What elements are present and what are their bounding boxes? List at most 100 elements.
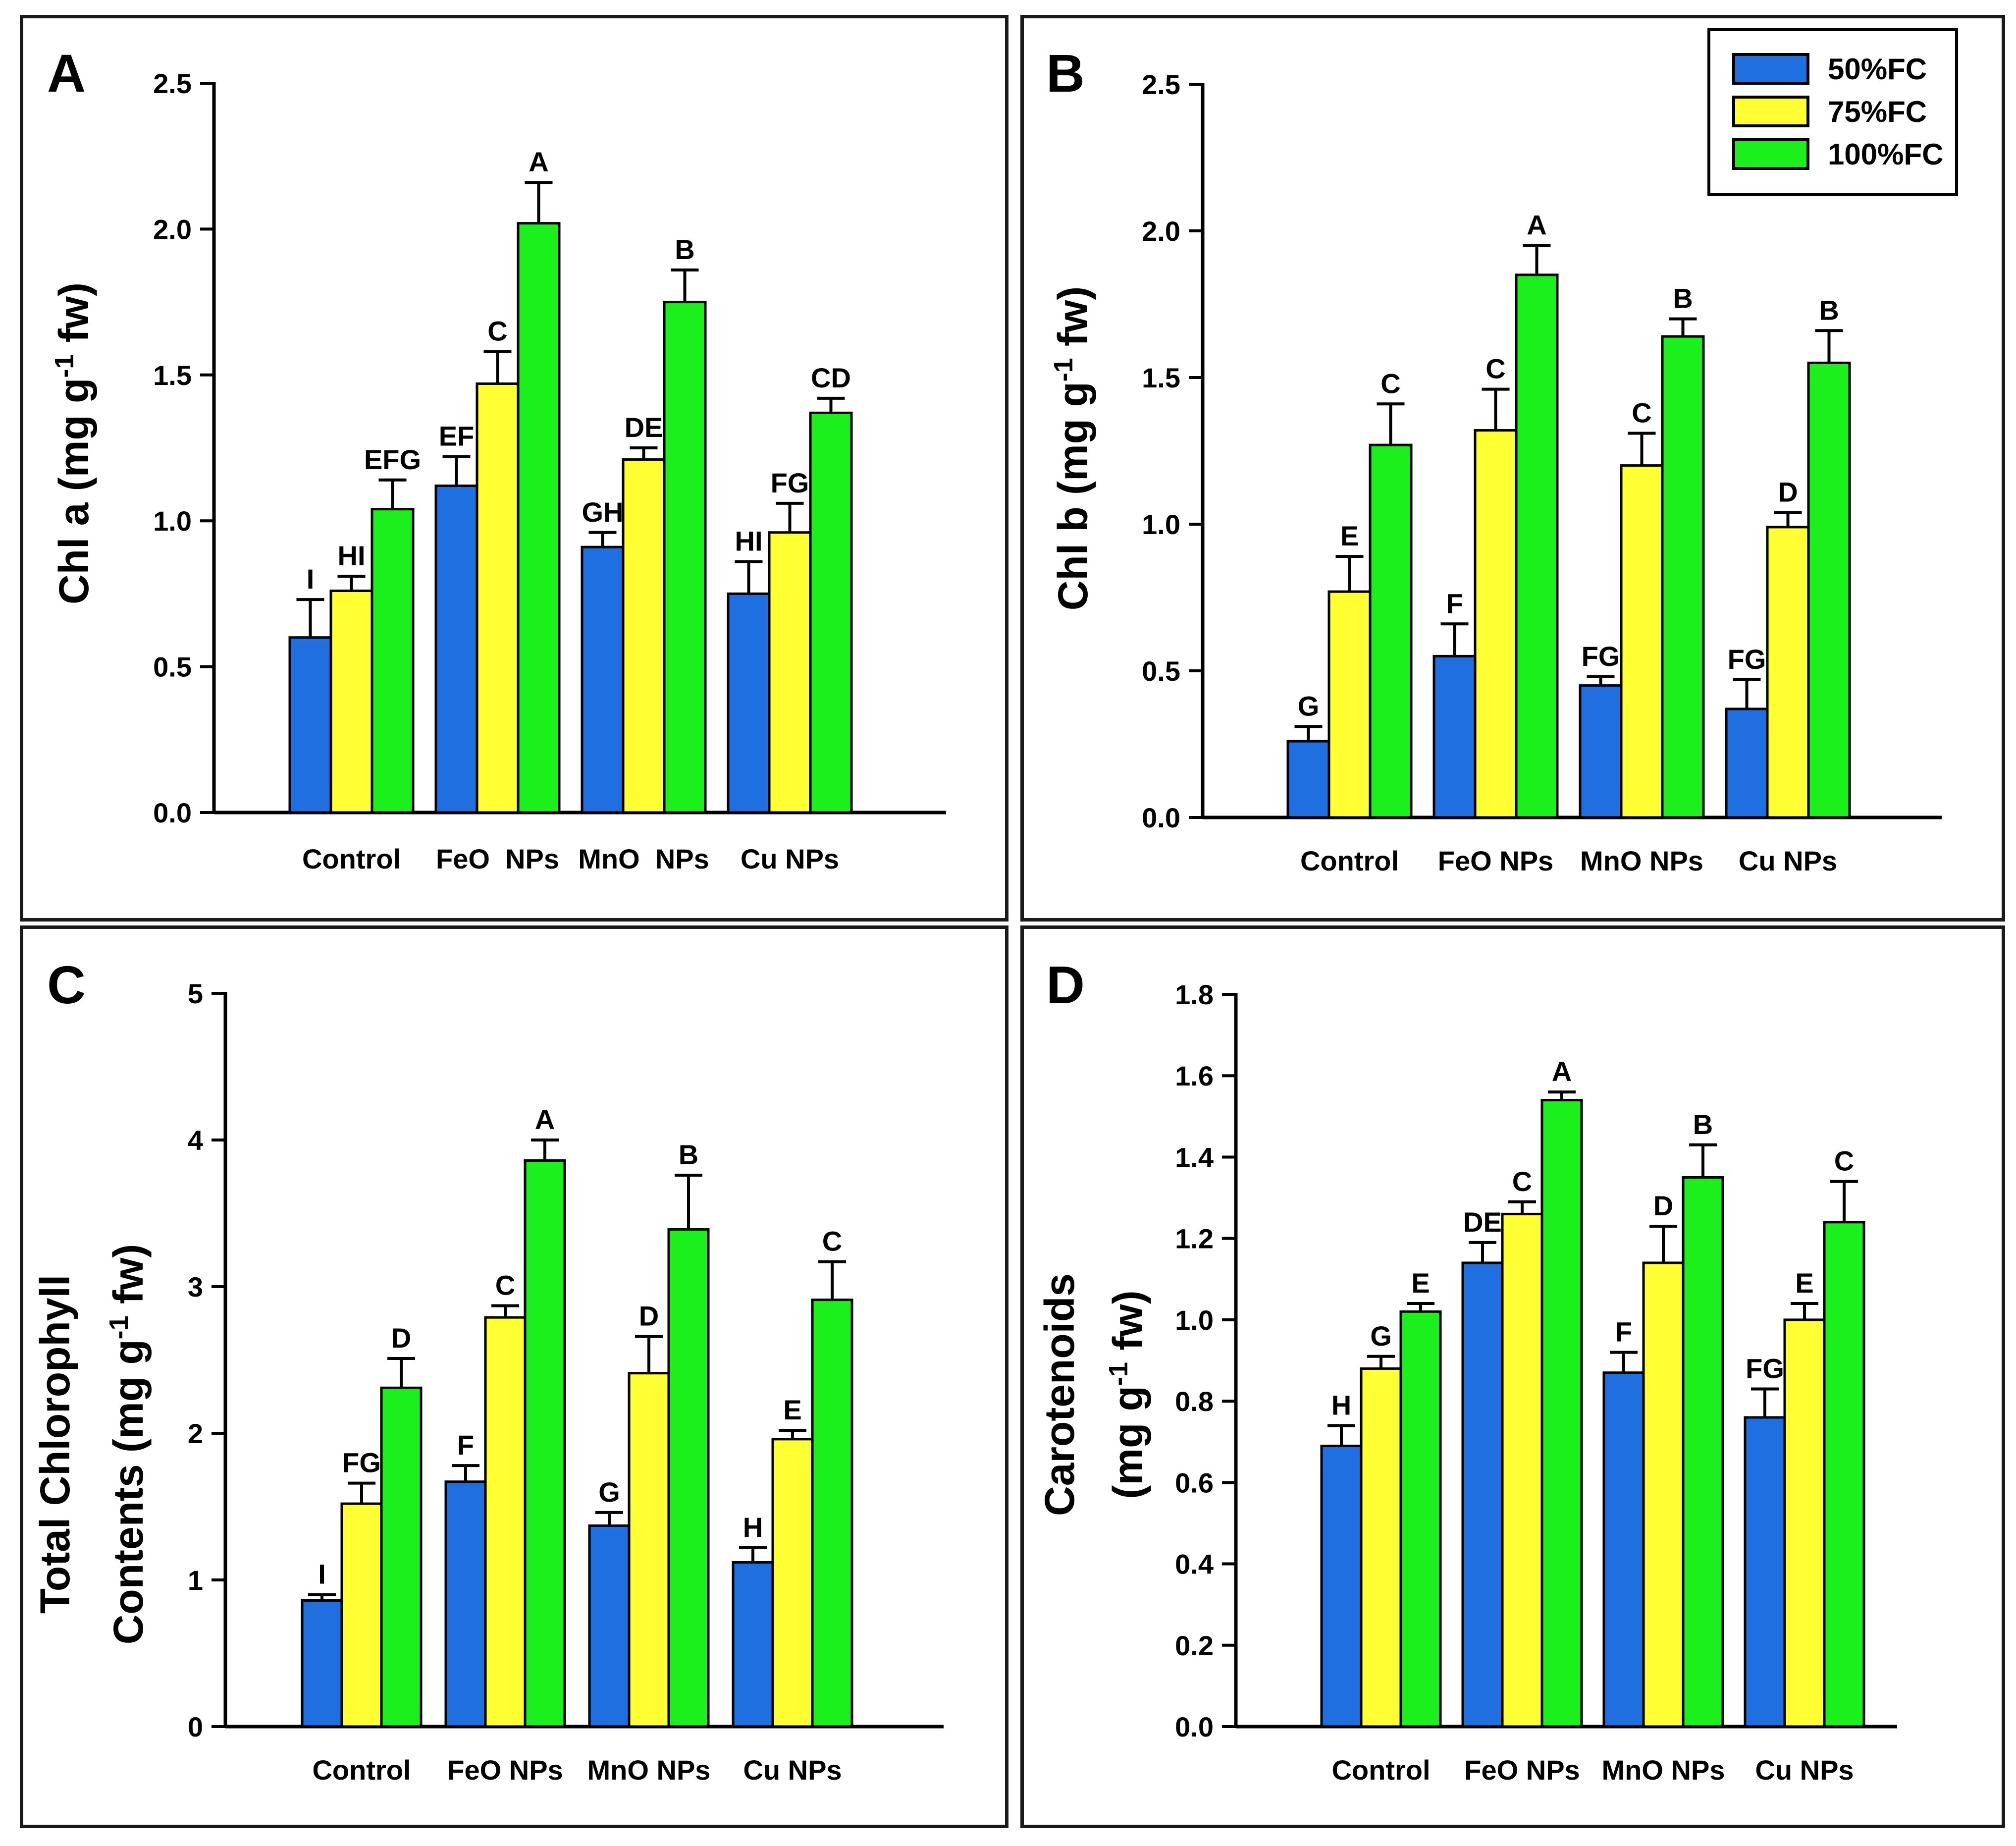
- bar-c-100pctFC: [524, 1159, 566, 1728]
- significance-letter-d: B: [1693, 1109, 1713, 1140]
- bar-d-75pctFC: [1501, 1212, 1543, 1728]
- y-tick-label-c: 5: [188, 978, 203, 1009]
- y-tick-label-c: 3: [188, 1271, 203, 1303]
- y-tick-label-d: 1.6: [1175, 1060, 1214, 1091]
- bar-d-50pctFC: [1461, 1261, 1504, 1728]
- significance-letter-d: DE: [1463, 1206, 1502, 1238]
- significance-letter-b: C: [1632, 397, 1651, 428]
- y-axis-title-a: Chl a (mg g-1 fw): [50, 282, 97, 604]
- significance-letter-a: FG: [771, 467, 809, 498]
- significance-letter-d: C: [1834, 1145, 1854, 1177]
- category-label-d: Control: [1331, 1754, 1430, 1786]
- significance-letter-d: A: [1552, 1056, 1572, 1087]
- significance-letter-b: FG: [1728, 644, 1766, 675]
- y-tick-label-a: 1.0: [153, 505, 192, 537]
- significance-letter-a: HI: [735, 526, 763, 557]
- significance-letter-b: G: [1298, 690, 1320, 721]
- panel-label-d: D: [1046, 955, 1085, 1015]
- y-tick-label-a: 2.5: [153, 68, 192, 99]
- significance-letter-c: FG: [342, 1447, 381, 1478]
- significance-letter-a: I: [307, 563, 315, 595]
- y-axis-title-b: Chl b (mg g-1 fw): [1049, 286, 1096, 611]
- bar-d-75pctFC: [1642, 1261, 1685, 1728]
- y-axis-title-c-line2: Contents (mg g-1 fw): [104, 1244, 152, 1645]
- bar-a-75pctFC: [476, 382, 520, 814]
- y-tick-label-b: 2.0: [1142, 216, 1180, 247]
- y-tick-label-d: 0.0: [1175, 1711, 1214, 1742]
- category-label-a: MnO NPs: [578, 843, 709, 874]
- y-tick-label-c: 2: [188, 1418, 203, 1449]
- category-label-d: Cu NPs: [1755, 1754, 1854, 1786]
- y-tick-label-b: 1.0: [1142, 509, 1180, 540]
- bar-b-100pctFC: [1807, 361, 1851, 819]
- significance-letter-b: D: [1778, 476, 1798, 507]
- bar-a-100pctFC: [663, 301, 707, 814]
- significance-letter-a: HI: [338, 540, 366, 571]
- y-tick-label-c: 4: [188, 1125, 203, 1156]
- bar-a-50pctFC: [727, 592, 771, 814]
- y-tick-label-b: 1.5: [1142, 362, 1180, 393]
- significance-letter-a: C: [487, 316, 507, 347]
- significance-letter-c: B: [679, 1139, 698, 1170]
- bar-d-100pctFC: [1540, 1098, 1583, 1728]
- significance-letter-c: D: [639, 1301, 659, 1332]
- bar-c-100pctFC: [667, 1228, 710, 1728]
- bar-a-50pctFC: [581, 545, 625, 814]
- bar-b-100pctFC: [1661, 335, 1705, 819]
- category-label-c: MnO NPs: [587, 1754, 711, 1786]
- bar-a-100pctFC: [371, 508, 415, 814]
- category-label-b: Cu NPs: [1739, 845, 1837, 876]
- bar-d-50pctFC: [1320, 1444, 1363, 1728]
- significance-letter-c: D: [391, 1322, 411, 1354]
- y-tick-label-a: 2.0: [153, 214, 192, 245]
- bar-a-50pctFC: [434, 485, 478, 814]
- bar-c-75pctFC: [484, 1316, 527, 1728]
- bar-d-50pctFC: [1602, 1371, 1645, 1728]
- significance-letter-a: B: [675, 234, 694, 265]
- panel-label-b: B: [1046, 43, 1085, 103]
- significance-letter-d: C: [1512, 1166, 1532, 1197]
- significance-letter-b: FG: [1582, 641, 1620, 672]
- bar-a-100pctFC: [809, 411, 853, 814]
- significance-letter-c: E: [783, 1394, 801, 1425]
- significance-letter-a: GH: [582, 496, 624, 528]
- significance-letter-c: C: [495, 1269, 515, 1301]
- significance-letter-a: A: [529, 146, 548, 177]
- y-tick-label-c: 0: [188, 1711, 203, 1742]
- significance-letter-b: A: [1527, 210, 1546, 241]
- category-label-c: FeO NPs: [447, 1754, 563, 1786]
- bar-a-75pctFC: [768, 531, 812, 814]
- y-tick-label-a: 1.5: [153, 360, 192, 391]
- significance-letter-b: C: [1485, 353, 1505, 384]
- legend-label-75: 75%FC: [1828, 95, 1927, 128]
- significance-letter-d: E: [1795, 1267, 1813, 1299]
- significance-letter-a: EFG: [364, 444, 421, 475]
- bar-d-100pctFC: [1682, 1176, 1724, 1728]
- y-tick-label-b: 0.0: [1142, 802, 1180, 833]
- legend-label-100: 100%FC: [1828, 138, 1943, 171]
- y-tick-label-d: 1.2: [1175, 1223, 1214, 1254]
- bar-c-75pctFC: [340, 1502, 383, 1728]
- bar-a-75pctFC: [622, 458, 666, 814]
- bar-c-75pctFC: [628, 1372, 670, 1728]
- legend: 50%FC 75%FC 100%FC: [1707, 28, 1958, 196]
- category-label-b: MnO NPs: [1580, 845, 1703, 876]
- y-tick-label-d: 0.8: [1175, 1386, 1214, 1417]
- bar-b-75pctFC: [1474, 429, 1518, 819]
- bar-b-75pctFC: [1327, 590, 1372, 819]
- y-axis-title-d-line1: Carotenoids: [1036, 1273, 1083, 1516]
- significance-letter-c: I: [318, 1559, 326, 1590]
- significance-letter-b: E: [1340, 520, 1359, 551]
- bar-c-75pctFC: [771, 1438, 814, 1728]
- significance-letter-c: A: [535, 1104, 555, 1135]
- category-label-a: Cu NPs: [741, 843, 839, 874]
- bar-b-50pctFC: [1432, 654, 1477, 819]
- bar-c-100pctFC: [811, 1299, 853, 1728]
- category-label-d: FeO NPs: [1464, 1754, 1580, 1786]
- bar-a-50pctFC: [288, 636, 332, 814]
- significance-letter-b: B: [1673, 283, 1693, 314]
- significance-letter-a: EF: [439, 421, 475, 452]
- y-tick-label-a: 0.5: [153, 652, 192, 683]
- bar-c-50pctFC: [588, 1524, 631, 1728]
- bar-c-50pctFC: [301, 1599, 343, 1728]
